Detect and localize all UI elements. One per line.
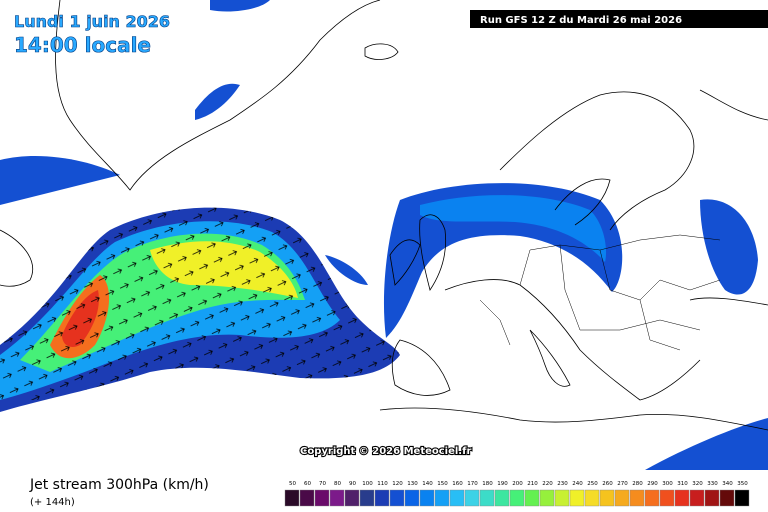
scale-swatch <box>599 489 615 507</box>
scale-label: 120 <box>392 481 403 487</box>
scale-swatch <box>359 489 375 507</box>
forecast-date: Lundi 1 juin 2026 <box>14 12 170 31</box>
scale-swatch <box>434 489 450 507</box>
scale-swatch <box>584 489 600 507</box>
scale-swatch <box>539 489 555 507</box>
run-info: Run GFS 12 Z du Mardi 26 mai 2026 <box>480 15 682 26</box>
scale-label: 350 <box>737 481 748 487</box>
scale-label: 330 <box>707 481 718 487</box>
scale-swatch <box>614 489 630 507</box>
scale-swatch <box>479 489 495 507</box>
scale-swatch <box>629 489 645 507</box>
color-scale: 50 60 70 80 90 100 110 120 130 140 150 160 170 180 190… <box>284 481 750 507</box>
scale-swatch <box>299 489 315 507</box>
scale-swatch <box>689 489 705 507</box>
scale-label: 290 <box>647 481 658 487</box>
borders <box>479 234 721 351</box>
scale-label: 270 <box>617 481 628 487</box>
scale-swatch <box>524 489 540 507</box>
scale-label: 340 <box>722 481 733 487</box>
scale-label: 310 <box>677 481 688 487</box>
run-box <box>470 10 768 28</box>
scale-label: 190 <box>497 481 508 487</box>
scale-label: 320 <box>692 481 703 487</box>
scale-swatch <box>569 489 585 507</box>
scale-label: 160 <box>452 481 463 487</box>
scale-label: 210 <box>527 481 538 487</box>
scale-label: 130 <box>407 481 418 487</box>
scale-label: 110 <box>377 481 388 487</box>
scale-swatch <box>509 489 525 507</box>
scale-label: 200 <box>512 481 523 487</box>
scale-label: 180 <box>482 481 493 487</box>
scale-label: 80 <box>334 481 341 487</box>
scale-swatch <box>449 489 465 507</box>
scale-swatch <box>284 489 300 507</box>
scale-label: 280 <box>632 481 643 487</box>
scale-swatch <box>494 489 510 507</box>
scale-swatch <box>704 489 720 507</box>
scale-swatch <box>314 489 330 507</box>
scale-swatch <box>464 489 480 507</box>
scale-swatch <box>344 489 360 507</box>
scale-swatch <box>719 489 735 507</box>
forecast-time: 14:00 locale <box>14 33 151 57</box>
scale-label: 170 <box>467 481 478 487</box>
scale-swatch <box>659 489 675 507</box>
scale-swatch <box>374 489 390 507</box>
scale-label: 140 <box>422 481 433 487</box>
scale-label: 100 <box>362 481 373 487</box>
scale-swatch <box>644 489 660 507</box>
scale-swatch <box>419 489 435 507</box>
scale-label: 240 <box>572 481 583 487</box>
scale-label: 50 <box>289 481 296 487</box>
scale-label: 230 <box>557 481 568 487</box>
forecast-lead: (+ 144h) <box>30 497 75 508</box>
scale-swatch <box>734 489 750 507</box>
scale-swatch <box>389 489 405 507</box>
map-title: Jet stream 300hPa (km/h) <box>29 477 209 493</box>
scale-label: 60 <box>304 481 311 487</box>
scale-label: 250 <box>587 481 598 487</box>
scale-swatch <box>674 489 690 507</box>
scale-label: 260 <box>602 481 613 487</box>
copyright: Copyright © 2026 Meteociel.fr <box>300 446 471 457</box>
scale-label: 220 <box>542 481 553 487</box>
scale-label: 150 <box>437 481 448 487</box>
scale-label: 90 <box>349 481 356 487</box>
scale-swatch <box>554 489 570 507</box>
coastlines <box>0 0 768 431</box>
scale-label: 70 <box>319 481 326 487</box>
scale-label: 300 <box>662 481 673 487</box>
scale-swatch <box>404 489 420 507</box>
scale-swatch <box>329 489 345 507</box>
